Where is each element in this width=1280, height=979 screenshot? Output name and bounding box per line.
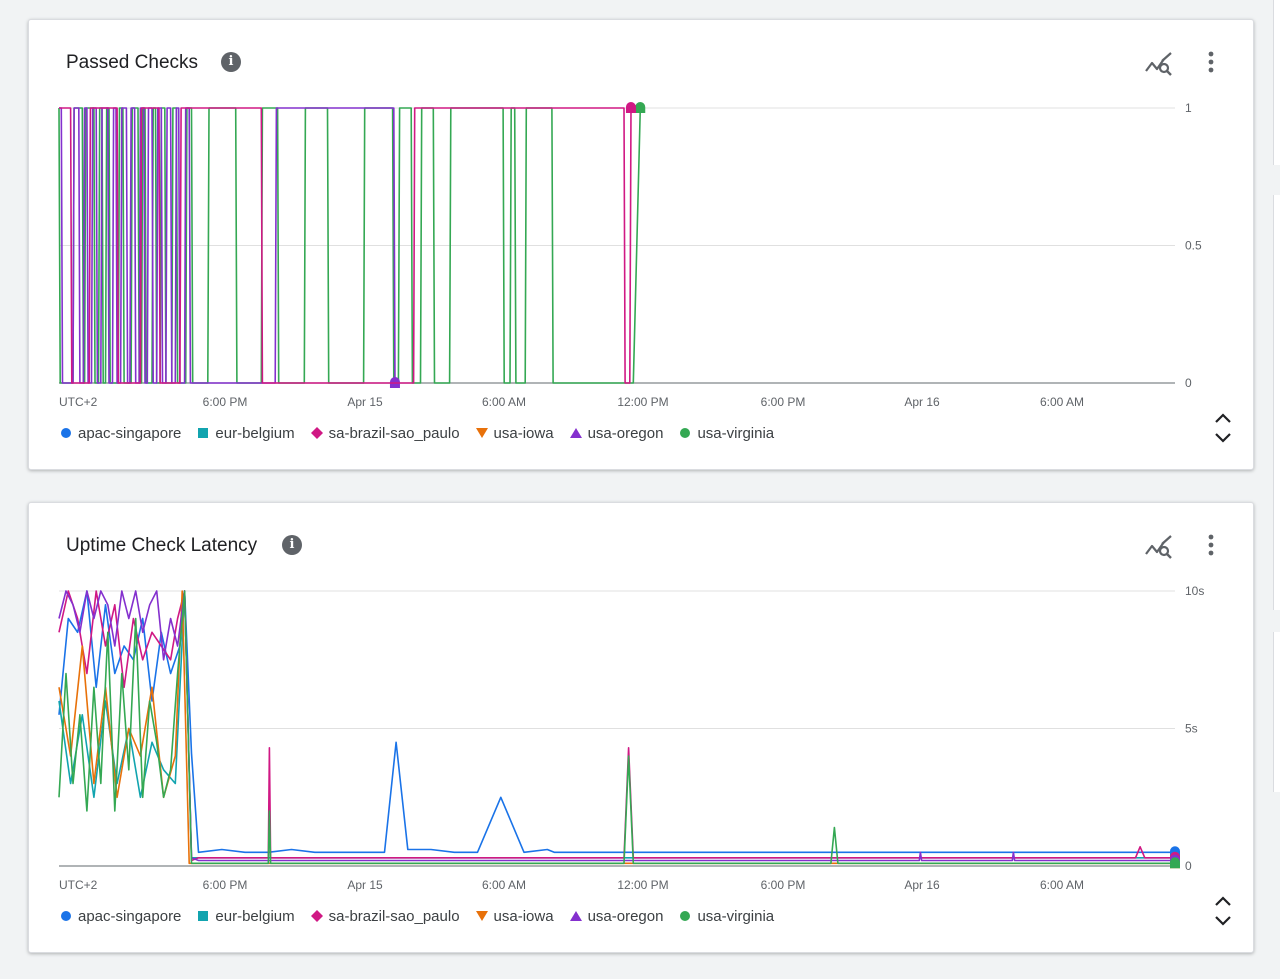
legend-item-usa-iowa[interactable]: usa-iowa — [475, 424, 554, 442]
legend-marker-icon — [310, 427, 323, 439]
legend-marker-icon — [680, 911, 691, 921]
more-vert-icon[interactable] — [1201, 533, 1221, 559]
unfold-icon[interactable] — [1212, 412, 1234, 444]
x-tick-label: Apr 15 — [347, 878, 383, 892]
x-tick-label: 6:00 PM — [761, 395, 806, 409]
series-line-sa-brazil-sao_paulo[interactable] — [59, 107, 632, 384]
legend-label: eur-belgium — [215, 424, 295, 442]
y-tick-label: 0 — [1185, 859, 1192, 873]
card-title: Uptime Check Latency — [66, 535, 258, 556]
x-tick-label: 6:00 AM — [1040, 878, 1084, 892]
legend-label: apac-singapore — [78, 907, 182, 925]
more-vert-icon[interactable] — [1201, 50, 1221, 76]
x-tick-label: 6:00 PM — [761, 878, 806, 892]
legend-marker-icon — [61, 911, 71, 921]
legend-label: apac-singapore — [78, 424, 182, 442]
x-tick-label: 6:00 AM — [482, 395, 526, 409]
series-line-usa-oregon[interactable] — [58, 590, 1175, 862]
card-title: Passed Checks — [66, 52, 199, 73]
legend-marker-icon — [569, 428, 582, 438]
legend-label: usa-oregon — [587, 424, 664, 442]
uptime-check-latency-card: Uptime Check Latency i 0 5s 10s UTC+2 6:00 P… — [28, 502, 1254, 953]
legend-marker-icon — [198, 911, 209, 921]
x-tick-label: 6:00 AM — [1040, 395, 1084, 409]
series-end-marker — [1170, 857, 1180, 869]
x-tick-label: UTC+2 — [59, 878, 98, 892]
passed-checks-card: Passed Checks i 0 0.5 1 UTC+2 6:00 PM Apr 15 6… — [28, 19, 1254, 470]
y-tick-label: 0 — [1185, 376, 1192, 390]
legend-label: usa-iowa — [493, 907, 554, 925]
legend-item-usa-iowa[interactable]: usa-iowa — [475, 907, 554, 925]
adjacent-panel-edge — [1273, 632, 1280, 792]
series-line-sa-brazil-sao_paulo[interactable] — [58, 590, 1175, 862]
x-tick-label: 12:00 PM — [617, 395, 668, 409]
legend-label: eur-belgium — [215, 907, 295, 925]
y-tick-label: 5s — [1185, 722, 1198, 736]
legend-marker-icon — [475, 428, 488, 438]
x-tick-label: 6:00 PM — [203, 878, 248, 892]
x-tick-label: Apr 16 — [904, 395, 940, 409]
legend-item-apac-singapore[interactable]: apac-singapore — [60, 908, 181, 925]
legend-label: usa-virginia — [697, 424, 775, 442]
adjacent-panel-edge — [1273, 195, 1280, 610]
series-line-usa-virginia[interactable] — [58, 590, 1175, 865]
y-tick-label: 1 — [1185, 101, 1192, 115]
legend-marker-icon — [198, 428, 209, 438]
series-line-eur-belgium[interactable] — [58, 590, 1175, 859]
legend-item-sa-brazil-sao_paulo[interactable]: sa-brazil-sao_paulo — [310, 424, 460, 442]
legend-label: usa-oregon — [587, 907, 664, 925]
legend-marker-icon — [475, 911, 488, 921]
series-line-usa-iowa[interactable] — [58, 590, 1175, 865]
unfold-icon[interactable] — [1212, 895, 1234, 927]
adjacent-panel-edge — [1273, 0, 1280, 165]
x-tick-label: 6:00 AM — [482, 878, 526, 892]
y-tick-label: 10s — [1185, 584, 1204, 598]
uptime-latency-chart: 0 5s 10s UTC+2 6:00 PM Apr 15 6:00 AM 12:00 PM 6… — [58, 584, 1204, 892]
y-tick-label: 0.5 — [1185, 239, 1202, 253]
legend-marker-icon — [310, 910, 323, 922]
passed-checks-chart: 0 0.5 1 UTC+2 6:00 PM Apr 15 6:00 AM 12:00 PM 6:… — [58, 101, 1202, 409]
x-tick-label: 12:00 PM — [617, 878, 668, 892]
x-tick-label: Apr 15 — [347, 395, 383, 409]
series-line-apac-singapore[interactable] — [58, 590, 1175, 854]
legend-item-eur-belgium[interactable]: eur-belgium — [197, 907, 295, 925]
legend-item-sa-brazil-sao_paulo[interactable]: sa-brazil-sao_paulo — [310, 907, 460, 925]
info-icon[interactable]: i — [282, 535, 302, 555]
legend-label: sa-brazil-sao_paulo — [328, 907, 460, 925]
legend-item-usa-oregon[interactable]: usa-oregon — [569, 907, 664, 925]
explore-icon[interactable] — [1144, 534, 1174, 560]
legend-marker-icon — [569, 911, 582, 921]
legend-label: usa-virginia — [697, 907, 775, 925]
chart-legend: apac-singapore eur-belgium sa-brazil-sao_p… — [60, 423, 774, 443]
legend-label: sa-brazil-sao_paulo — [328, 424, 460, 442]
legend-marker-icon — [680, 428, 691, 438]
legend-item-eur-belgium[interactable]: eur-belgium — [197, 424, 295, 442]
series-end-marker — [635, 102, 646, 113]
legend-item-apac-singapore[interactable]: apac-singapore — [60, 425, 181, 442]
x-tick-label: 6:00 PM — [203, 395, 248, 409]
legend-item-usa-oregon[interactable]: usa-oregon — [569, 424, 664, 442]
series-line-usa-oregon[interactable] — [59, 107, 396, 384]
info-icon[interactable]: i — [221, 52, 241, 72]
explore-icon[interactable] — [1144, 51, 1174, 77]
x-tick-label: Apr 16 — [904, 878, 940, 892]
legend-marker-icon — [61, 428, 71, 438]
legend-item-usa-virginia[interactable]: usa-virginia — [679, 425, 774, 442]
series-end-marker — [625, 102, 636, 113]
x-tick-label: UTC+2 — [59, 395, 98, 409]
legend-label: usa-iowa — [493, 424, 554, 442]
chart-legend: apac-singapore eur-belgium sa-brazil-sao_p… — [60, 906, 774, 926]
legend-item-usa-virginia[interactable]: usa-virginia — [679, 908, 774, 925]
